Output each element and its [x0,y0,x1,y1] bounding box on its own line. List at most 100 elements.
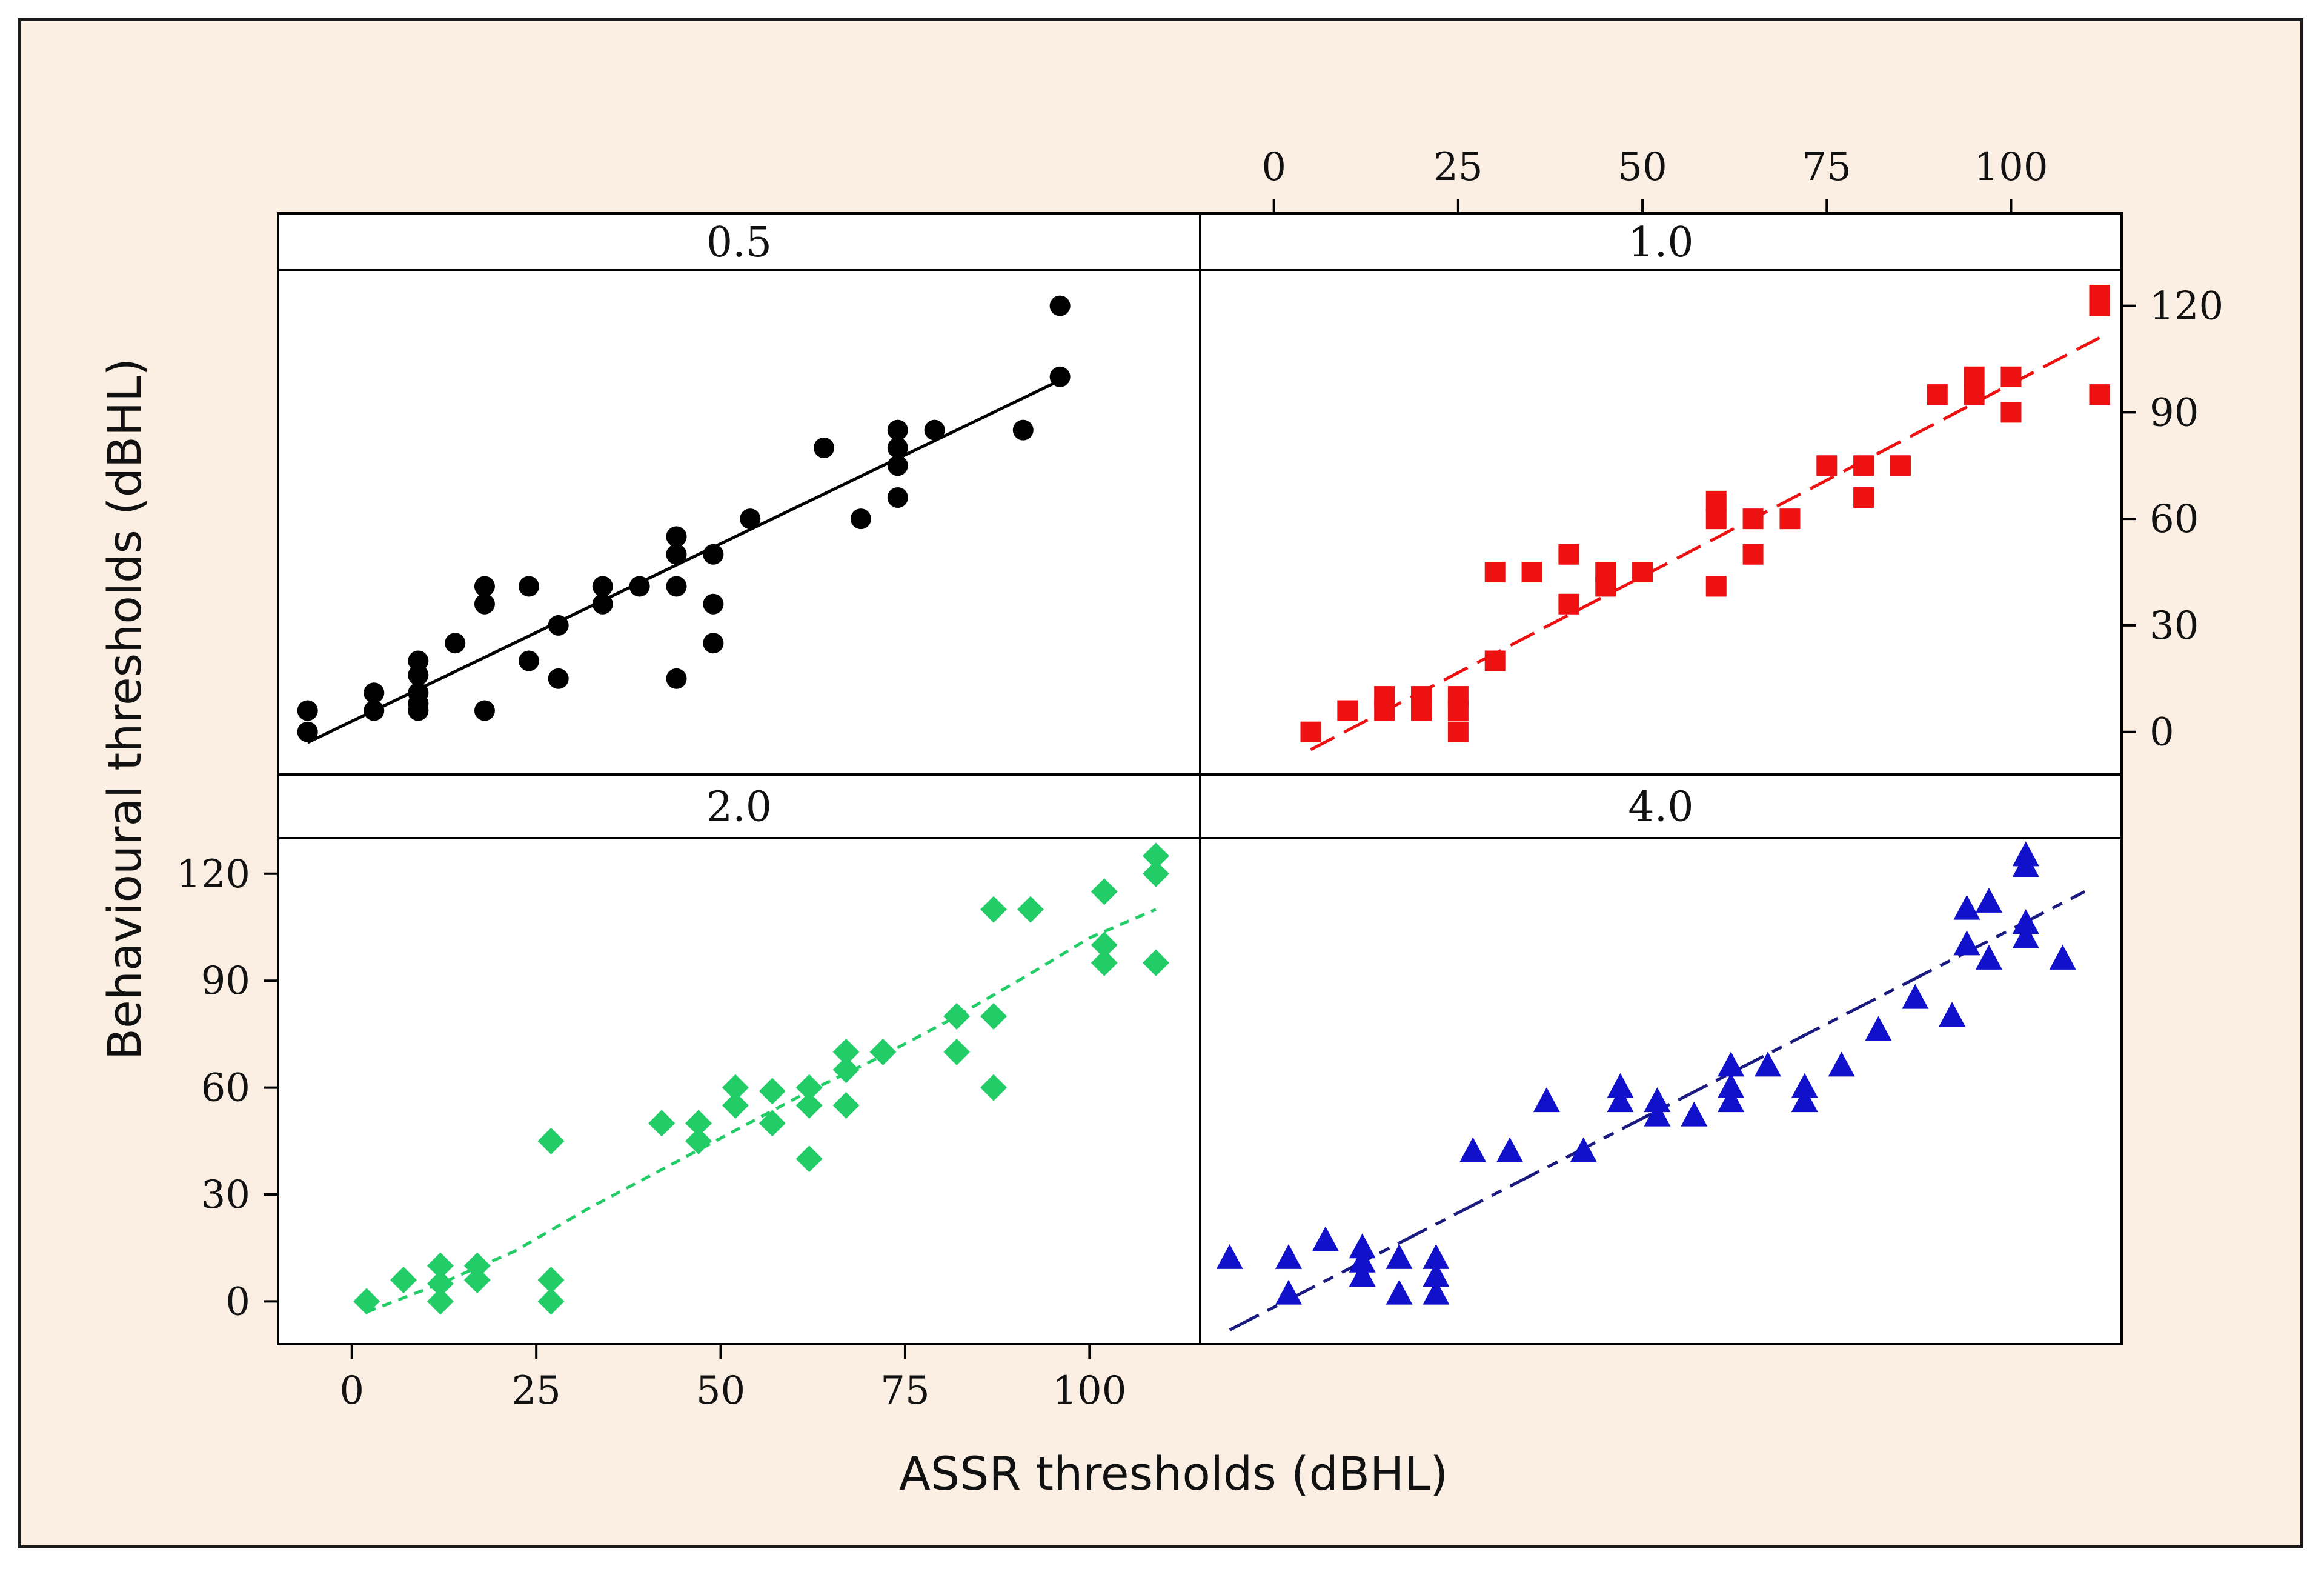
y-axis-title: Behavioural thresholds (dBHL) [98,358,151,1060]
strip-label: 1.0 [1628,219,1693,267]
strip-label: 0.5 [706,219,772,267]
y-tick-label-left: 90 [201,959,250,1004]
data-point [2089,384,2110,405]
x-tick-label-top: 100 [1974,145,2048,190]
data-point [1718,1051,1745,1077]
data-point [832,1056,860,1084]
strip-4.0 [1199,773,2123,839]
data-point [408,693,429,714]
data-point [924,419,945,441]
data-point [1049,295,1071,316]
y-tick-label-right: 30 [2150,604,2199,648]
x-tick-label-bottom: 0 [339,1368,364,1413]
fit-line [1229,890,2086,1331]
data-point [1521,562,1542,583]
data-point [685,1110,712,1137]
data-point [592,576,613,597]
data-point [1742,544,1764,565]
data-point [2089,295,2110,316]
data-point [1681,1101,1708,1127]
data-point [2012,852,2039,878]
data-point [1423,1262,1450,1287]
data-point [1337,700,1358,721]
data-point [1142,860,1169,887]
data-point [592,593,613,615]
data-point [1091,931,1118,959]
data-point [832,1092,860,1119]
data-point [1853,487,1874,508]
data-point [869,1038,897,1065]
strip-1.0 [1199,212,2123,271]
y-tick-label-left: 30 [201,1173,250,1218]
data-point [1595,576,1616,597]
data-point [353,1288,380,1315]
data-point [1012,419,1034,441]
data-point [518,576,539,597]
x-axis-title: ASSR thresholds (dBHL) [899,1447,1448,1501]
data-point [1742,508,1764,530]
y-tick-label-left: 60 [201,1066,250,1111]
x-tick-label-bottom: 100 [1052,1368,1126,1413]
data-point [1791,1087,1818,1113]
data-point [1939,1002,1966,1027]
data-point [1484,562,1506,583]
data-point [1275,1244,1303,1269]
data-point [1953,894,1980,920]
data-point [759,1110,786,1137]
data-point [2012,909,2039,934]
data-point [1718,1073,1745,1098]
data-point [1216,1244,1243,1269]
data-point [518,650,539,671]
data-point [1607,1087,1634,1113]
data-point [1779,508,1801,530]
x-tick-label-top: 0 [1261,145,1286,190]
data-point [1411,700,1432,721]
data-point [1964,366,1985,387]
plot-area [1199,837,2123,1345]
data-point [887,419,908,441]
x-tick-label-bottom: 50 [696,1368,745,1413]
strip-0.5 [277,212,1201,271]
data-point [666,668,687,689]
data-point [1142,949,1169,976]
data-point [408,650,429,671]
data-point [408,664,429,685]
data-point [1484,650,1506,671]
data-point [1632,562,1653,583]
data-point [1300,721,1321,742]
data-point [1816,455,1838,476]
data-point [390,1267,417,1294]
data-point [1423,1279,1450,1305]
data-point [1447,700,1469,721]
x-tick-label-bottom: 75 [880,1368,929,1413]
data-point [980,1074,1008,1101]
data-point [2000,402,2022,423]
data-point [887,487,908,508]
data-point [1718,1087,1745,1113]
data-point [759,1078,786,1105]
data-point [1533,1087,1560,1113]
data-point [1091,878,1118,905]
data-point [1049,366,1071,387]
data-point [1953,930,1980,956]
data-point [1853,455,1874,476]
data-point [463,1267,491,1294]
data-point [537,1127,565,1154]
data-point [537,1288,565,1315]
data-point [703,593,724,615]
data-point [2049,944,2076,970]
data-point [795,1092,823,1119]
data-point [666,576,687,597]
panel-4.0: 4.0 [1199,773,2123,1345]
trellis-chart: 0.5 1.0 2.0 4.0 0 25 50 75 100 0 25 50 75 100 0 30 60 90… [98,145,2223,1501]
data-point [297,700,318,721]
data-point [1644,1101,1671,1127]
x-tick-label-top: 75 [1802,145,1851,190]
data-point [1865,1016,1892,1041]
panel-1.0: 1.0 [1199,212,2123,776]
data-point [1386,1279,1413,1305]
data-point [364,682,385,704]
data-point [943,1038,971,1065]
data-point [297,721,318,742]
x-tick-label-bottom: 25 [511,1368,560,1413]
